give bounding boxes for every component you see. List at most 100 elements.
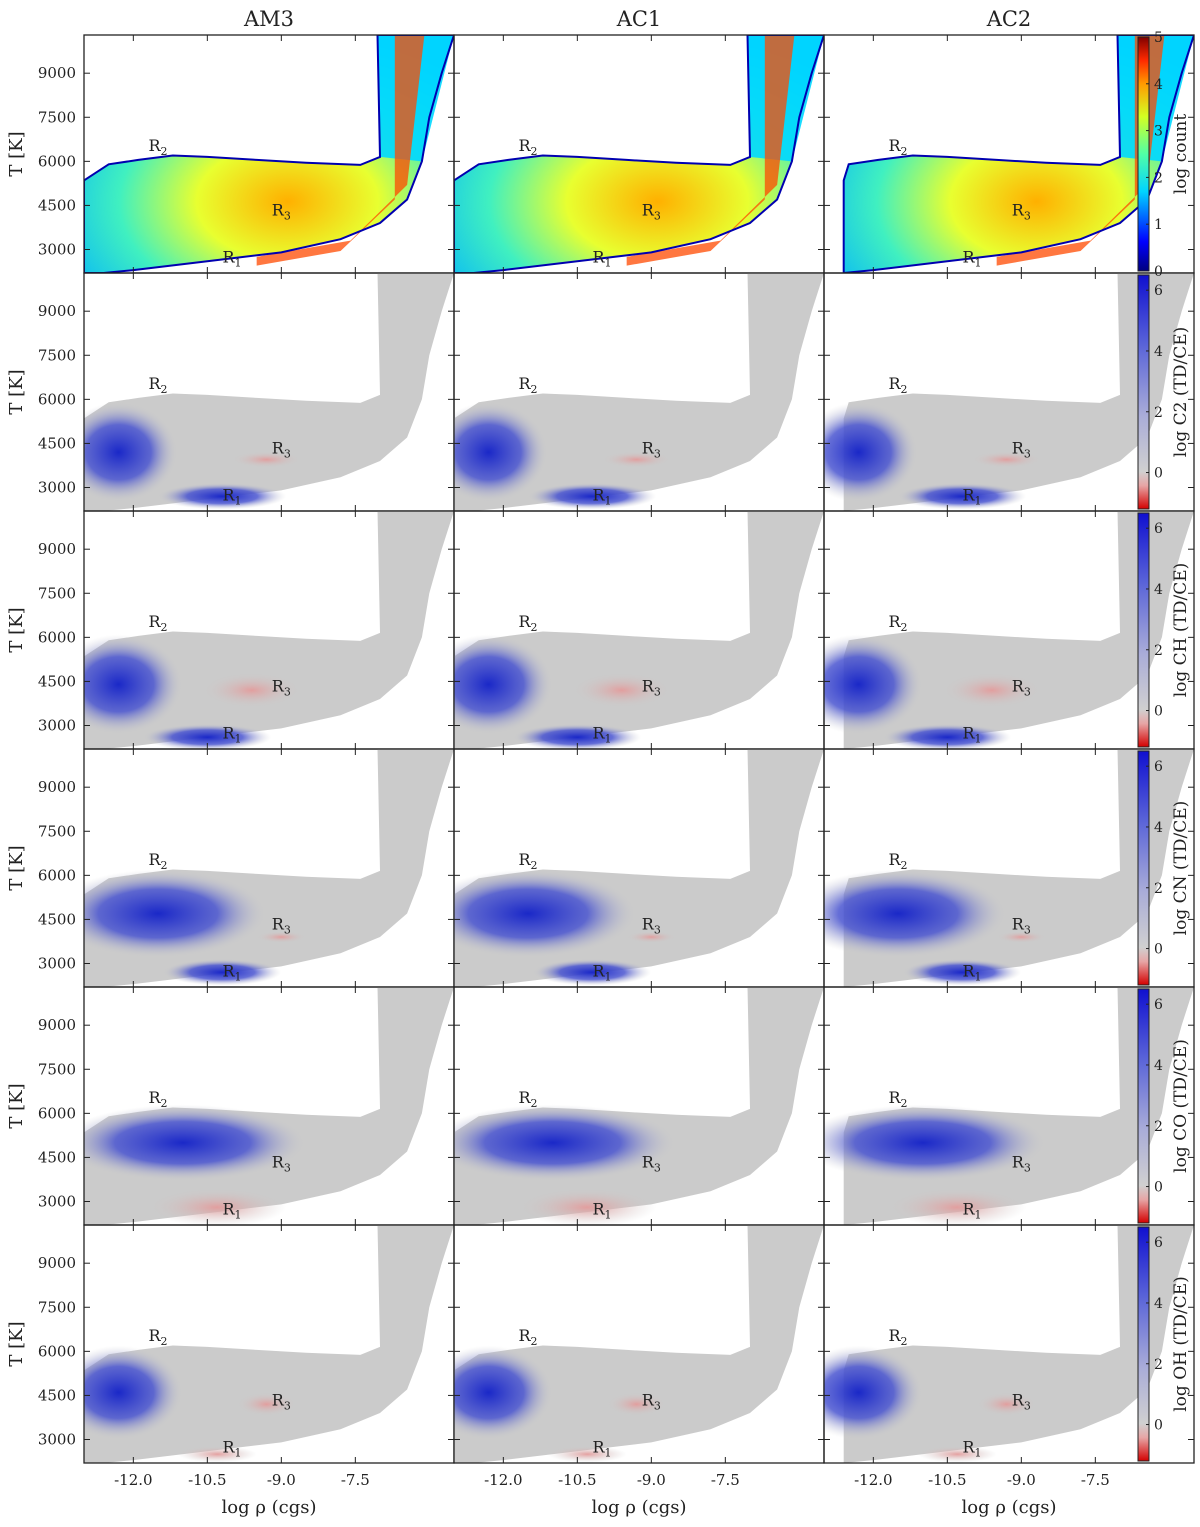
overdense-region [162, 959, 282, 986]
region-label: R2 [518, 136, 537, 158]
underdense-region [972, 451, 1042, 468]
underdense-region [917, 1445, 997, 1463]
colorbar-tick-label: 2 [1154, 1119, 1163, 1135]
region-label: R2 [888, 374, 907, 396]
y-tick-label: 7500 [38, 108, 76, 126]
colorbars: 0 1 2 3 4 5 log count 0 2 4 6 log C2 (TD/CE) 0 2 4 6 log… [1137, 30, 1191, 1462]
y-tick-label: 6000 [38, 1104, 76, 1122]
colorbar-tick-label: 6 [1154, 1235, 1163, 1251]
overdense-region [824, 1104, 1046, 1181]
colorbar-scale [1137, 988, 1150, 1224]
y-tick-label: 3000 [38, 954, 76, 972]
region-label: R2 [148, 1088, 167, 1110]
underdense-region [996, 931, 1046, 943]
heatmap-fill [454, 35, 824, 273]
y-tick-label: 7500 [38, 584, 76, 602]
colorbar-tick-label: 2 [1154, 643, 1163, 659]
overdense-region [84, 1345, 183, 1440]
y-tick-label: 9000 [38, 778, 76, 796]
overdense-region [84, 1104, 306, 1181]
colorbar-tick-label: 0 [1154, 264, 1163, 280]
colorbar-label: log CN (TD/CE) [1171, 801, 1191, 936]
colorbar-tick-label: 2 [1154, 1357, 1163, 1373]
region-label: R2 [888, 1088, 907, 1110]
region-label: R2 [888, 612, 907, 634]
column-titles: AM3 AC1 AC2 [243, 7, 1031, 31]
colorbar-co: 0 2 4 6 log CO (TD/CE) [1137, 988, 1191, 1224]
colorbar-scale [1137, 274, 1150, 510]
y-tick-label: 7500 [38, 346, 76, 364]
heatmap-fill [843, 1225, 1194, 1463]
colorbar-tick-label: 0 [1154, 1180, 1163, 1196]
underdense-region [547, 1445, 627, 1463]
overdense-region [454, 634, 553, 735]
heatmap-edge [454, 35, 824, 273]
x-tick-label: -9.0 [267, 1471, 296, 1489]
y-tick-label: 9000 [38, 1016, 76, 1034]
y-tick-label: 7500 [38, 822, 76, 840]
x-axis-label: log ρ (cgs) [221, 1497, 316, 1518]
overdense-region [532, 959, 652, 986]
region-label: R2 [518, 374, 537, 396]
region-label: R2 [148, 1326, 167, 1348]
underdense-region [888, 1188, 1027, 1225]
x-tick-label: -10.5 [558, 1471, 596, 1489]
underdense-region [232, 451, 302, 468]
heatmap-ridge [626, 35, 795, 266]
underdense-region [236, 1392, 297, 1416]
y-tick-label: 4500 [38, 910, 76, 928]
y-tick-label: 4500 [38, 1148, 76, 1166]
y-axis-label: T [K] [6, 131, 27, 176]
y-tick-label: 6000 [38, 1342, 76, 1360]
colorbar-label: log CO (TD/CE) [1171, 1039, 1191, 1173]
colorbar-tick-label: 2 [1154, 881, 1163, 897]
y-tick-label: 6000 [38, 152, 76, 170]
column-title: AC2 [986, 7, 1032, 31]
column-title: AM3 [243, 7, 294, 31]
colorbar-tick-label: 0 [1154, 466, 1163, 482]
region-label: R2 [148, 850, 167, 872]
colorbar-tick-label: 6 [1154, 997, 1163, 1013]
heatmap-fill [843, 511, 1194, 749]
overdense-region [898, 483, 1027, 510]
overdense-region [454, 869, 637, 958]
y-tick-label: 3000 [38, 1192, 76, 1210]
heatmap-fill [843, 273, 1194, 511]
overdense-region [824, 634, 923, 735]
x-tick-label: -10.5 [928, 1471, 966, 1489]
colorbar-oh: 0 2 4 6 log OH (TD/CE) [1137, 1226, 1191, 1462]
colorbar-ch: 0 2 4 6 log CH (TD/CE) [1137, 512, 1191, 748]
region-label: R2 [148, 612, 167, 634]
x-tick-label: -7.5 [1081, 1471, 1110, 1489]
region-label: R2 [518, 612, 537, 634]
region-label: R2 [518, 1326, 537, 1348]
colorbar-scale [1137, 512, 1150, 748]
y-axis-label: T [K] [6, 607, 27, 652]
colorbar-tick-label: 0 [1154, 942, 1163, 958]
colorbar-label: log CH (TD/CE) [1171, 563, 1191, 698]
x-tick-label: -12.0 [484, 1471, 522, 1489]
x-tick-label: -9.0 [637, 1471, 666, 1489]
colorbar-tick-label: 4 [1154, 77, 1163, 93]
y-tick-label: 4500 [38, 434, 76, 452]
heatmap-edge [84, 35, 454, 273]
y-tick-label: 9000 [38, 64, 76, 82]
colorbar-c2: 0 2 4 6 log C2 (TD/CE) [1137, 274, 1191, 510]
heatmap-fill [454, 987, 824, 1225]
colorbar-label: log C2 (TD/CE) [1171, 327, 1191, 458]
overdense-region [513, 724, 642, 749]
overdense-region [883, 724, 1012, 749]
underdense-region [177, 1445, 257, 1463]
heatmap-ridge [256, 35, 425, 266]
overdense-region [454, 402, 548, 503]
underdense-region [572, 672, 672, 708]
